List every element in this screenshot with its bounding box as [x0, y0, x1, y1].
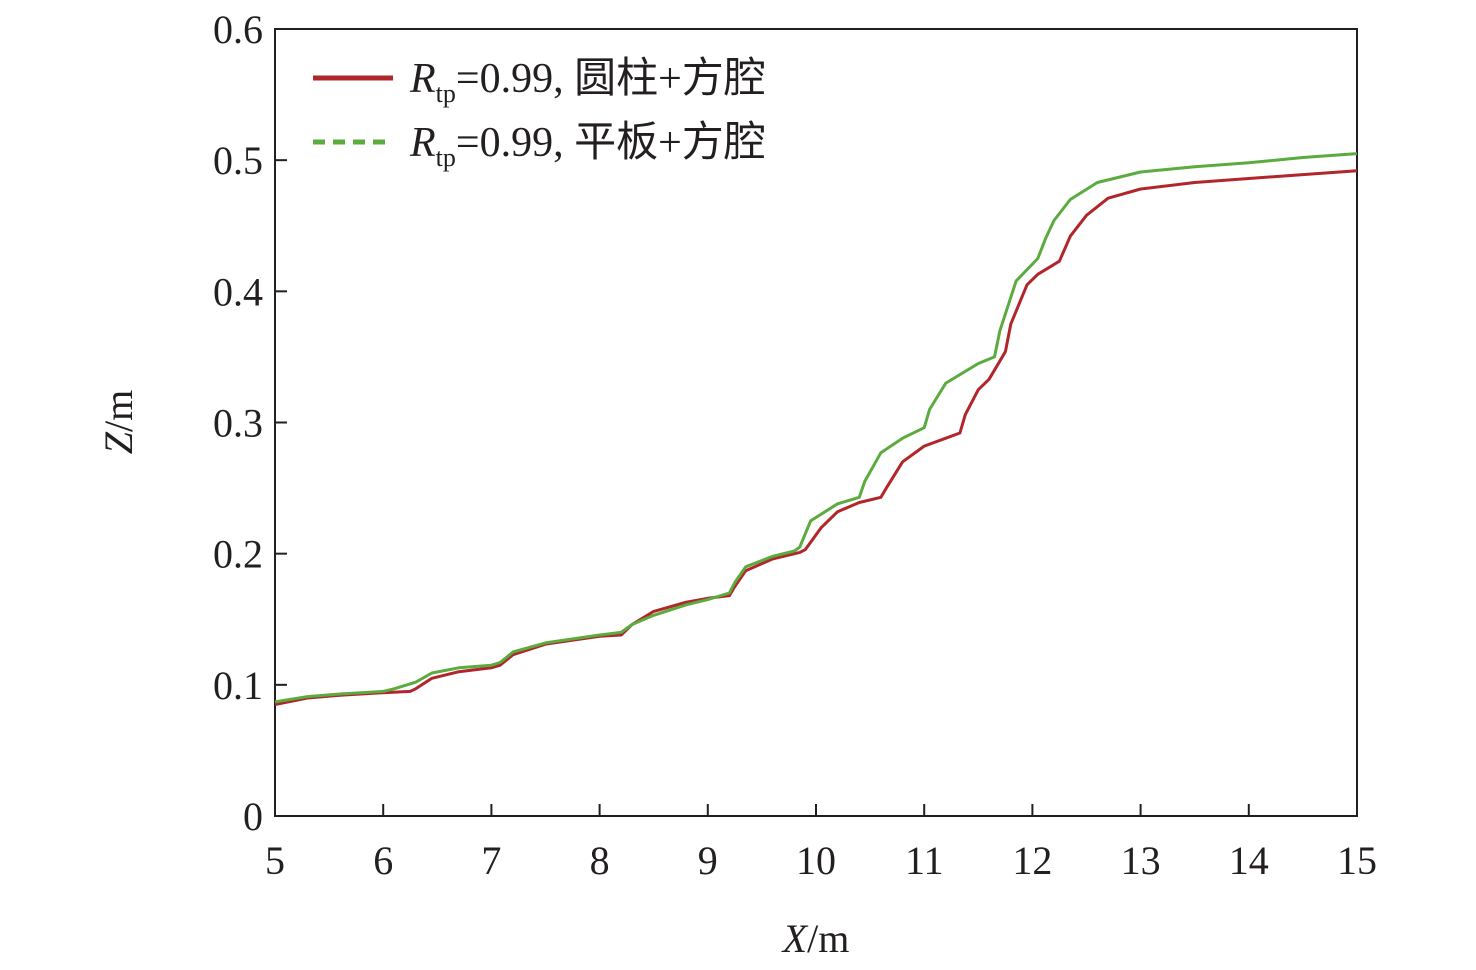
y-tick-label: 0.2 — [213, 532, 263, 577]
y-tick-label: 0.6 — [213, 7, 263, 52]
x-tick-label: 11 — [905, 838, 944, 883]
x-tick-label: 5 — [265, 838, 285, 883]
x-axis: 5 6 7 8 9 10 11 12 13 14 15 — [265, 804, 1377, 883]
x-tick-label: 10 — [796, 838, 836, 883]
legend-label-series-2: Rtp=0.99, 平板+方腔 — [409, 120, 766, 172]
series-layer — [274, 152, 1358, 706]
series-line-2 — [274, 152, 1358, 704]
legend: Rtp=0.99, 圆柱+方腔 Rtp=0.99, 平板+方腔 — [313, 56, 766, 172]
y-tick-label: 0.5 — [213, 138, 263, 183]
x-tick-label: 6 — [373, 838, 393, 883]
x-tick-label: 9 — [698, 838, 718, 883]
series-line-1 — [274, 169, 1358, 706]
y-tick-label: 0.3 — [213, 401, 263, 446]
x-tick-label: 14 — [1229, 838, 1269, 883]
y-tick-label: 0 — [243, 794, 263, 839]
y-axis: 0 0.1 0.2 0.3 0.4 0.5 0.6 — [213, 7, 287, 839]
x-tick-label: 8 — [590, 838, 610, 883]
x-tick-label: 13 — [1121, 838, 1161, 883]
y-axis-label: Z/m — [96, 390, 141, 454]
x-axis-label: X/m — [781, 916, 850, 961]
x-tick-label: 15 — [1337, 838, 1377, 883]
x-tick-label: 12 — [1012, 838, 1052, 883]
y-tick-label: 0.1 — [213, 663, 263, 708]
x-tick-label: 7 — [481, 838, 501, 883]
legend-label-series-1: Rtp=0.99, 圆柱+方腔 — [409, 56, 766, 108]
y-tick-label: 0.4 — [213, 269, 263, 314]
